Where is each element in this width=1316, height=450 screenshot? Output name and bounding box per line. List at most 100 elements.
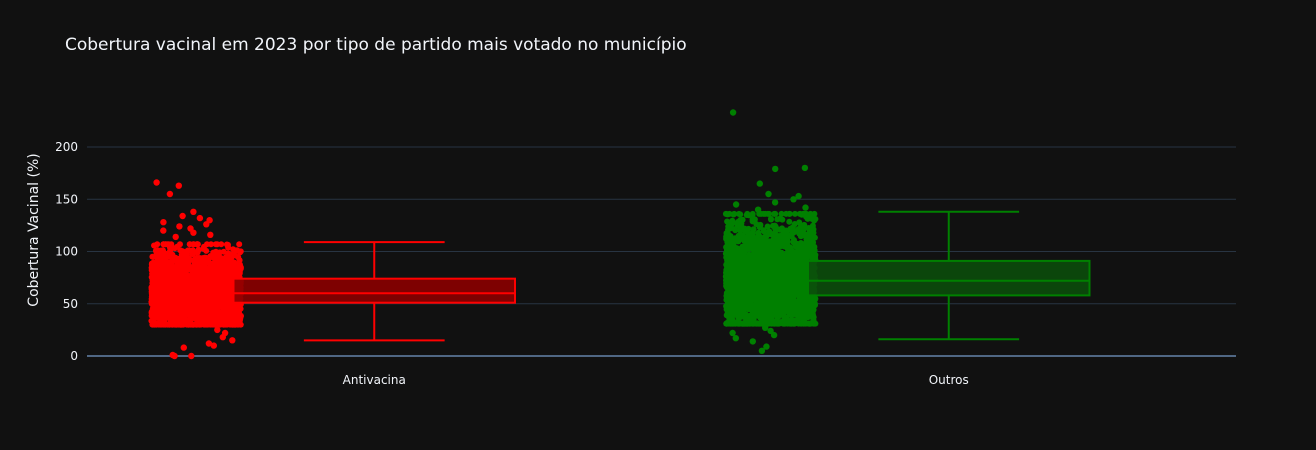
data-point	[171, 294, 178, 301]
data-point	[807, 210, 814, 217]
data-point	[777, 295, 783, 302]
data-point	[803, 210, 810, 217]
x-tick-label-outros: Outros	[929, 373, 969, 387]
data-point	[763, 280, 770, 287]
data-point	[761, 243, 768, 250]
data-point	[213, 301, 220, 308]
data-point	[188, 264, 195, 271]
data-point	[724, 309, 731, 316]
outlier-point	[153, 179, 160, 186]
x-tick-label-antivacina: Antivacina	[343, 373, 406, 387]
outlier-point	[771, 199, 779, 206]
data-point	[748, 230, 754, 237]
outlier-point	[729, 109, 737, 116]
data-point	[788, 274, 795, 281]
data-point	[190, 306, 197, 313]
outlier-point	[205, 340, 213, 347]
data-point	[177, 303, 184, 310]
data-point	[217, 275, 224, 282]
data-point	[235, 263, 242, 270]
data-point	[229, 314, 236, 321]
data-point	[812, 301, 818, 308]
data-point	[734, 310, 740, 317]
data-point	[236, 241, 243, 248]
data-point	[151, 319, 157, 326]
outlier-point	[765, 190, 772, 198]
data-point	[802, 281, 808, 288]
data-point	[198, 305, 205, 312]
outlier-point	[180, 344, 187, 351]
outlier-point	[790, 196, 797, 203]
data-point	[803, 252, 810, 259]
data-point	[161, 313, 168, 320]
data-point	[764, 210, 771, 217]
data-point	[151, 242, 157, 249]
points-outros	[722, 109, 819, 354]
data-point	[757, 298, 764, 305]
data-point	[757, 311, 764, 318]
data-point	[751, 284, 758, 291]
data-point	[750, 239, 757, 246]
data-point	[230, 273, 237, 280]
data-point	[202, 254, 209, 261]
outlier-point	[176, 223, 183, 230]
data-point	[747, 275, 754, 282]
data-point	[223, 277, 230, 284]
outlier-point	[754, 206, 762, 213]
data-point	[775, 253, 782, 260]
data-point	[730, 294, 737, 301]
data-point	[806, 227, 813, 234]
data-point	[788, 233, 795, 240]
data-point	[757, 239, 764, 246]
data-point	[187, 300, 194, 307]
data-point	[747, 297, 754, 304]
data-point	[806, 295, 813, 302]
y-axis-title: Cobertura Vacinal (%)	[26, 153, 42, 306]
data-point	[170, 279, 176, 286]
data-point	[730, 280, 737, 287]
data-point	[780, 264, 787, 271]
data-point	[213, 268, 220, 275]
outlier-point	[206, 217, 213, 224]
data-point	[737, 264, 743, 271]
data-point	[218, 268, 225, 275]
data-point	[804, 215, 811, 222]
data-point	[225, 244, 232, 251]
data-point	[774, 216, 781, 223]
data-point	[733, 220, 740, 227]
data-point	[756, 244, 763, 251]
data-point	[772, 301, 779, 308]
data-point	[796, 292, 803, 299]
data-point	[210, 276, 217, 283]
data-point	[159, 254, 166, 261]
data-point	[723, 233, 730, 240]
outlier-point	[214, 326, 221, 334]
data-point	[176, 263, 182, 270]
data-point	[220, 291, 227, 298]
data-point	[741, 238, 748, 245]
data-point	[167, 270, 174, 277]
data-point	[757, 221, 764, 228]
data-point	[727, 233, 734, 239]
data-point	[236, 270, 243, 277]
data-point	[789, 263, 796, 270]
data-point	[784, 286, 791, 293]
data-point	[796, 310, 803, 317]
outlier-point	[166, 190, 174, 198]
outlier-point	[169, 351, 176, 359]
data-point	[194, 289, 201, 296]
outlier-point	[172, 233, 179, 241]
data-point	[795, 226, 802, 233]
data-point	[745, 287, 752, 294]
data-point	[786, 306, 793, 313]
data-point	[795, 241, 802, 248]
data-point	[743, 266, 750, 273]
data-point	[227, 290, 234, 297]
data-point	[731, 245, 738, 251]
data-point	[768, 216, 774, 223]
data-point	[193, 279, 200, 286]
outlier-point	[732, 335, 739, 342]
data-point	[731, 226, 738, 233]
data-point	[215, 292, 222, 299]
outlier-point	[763, 343, 770, 350]
